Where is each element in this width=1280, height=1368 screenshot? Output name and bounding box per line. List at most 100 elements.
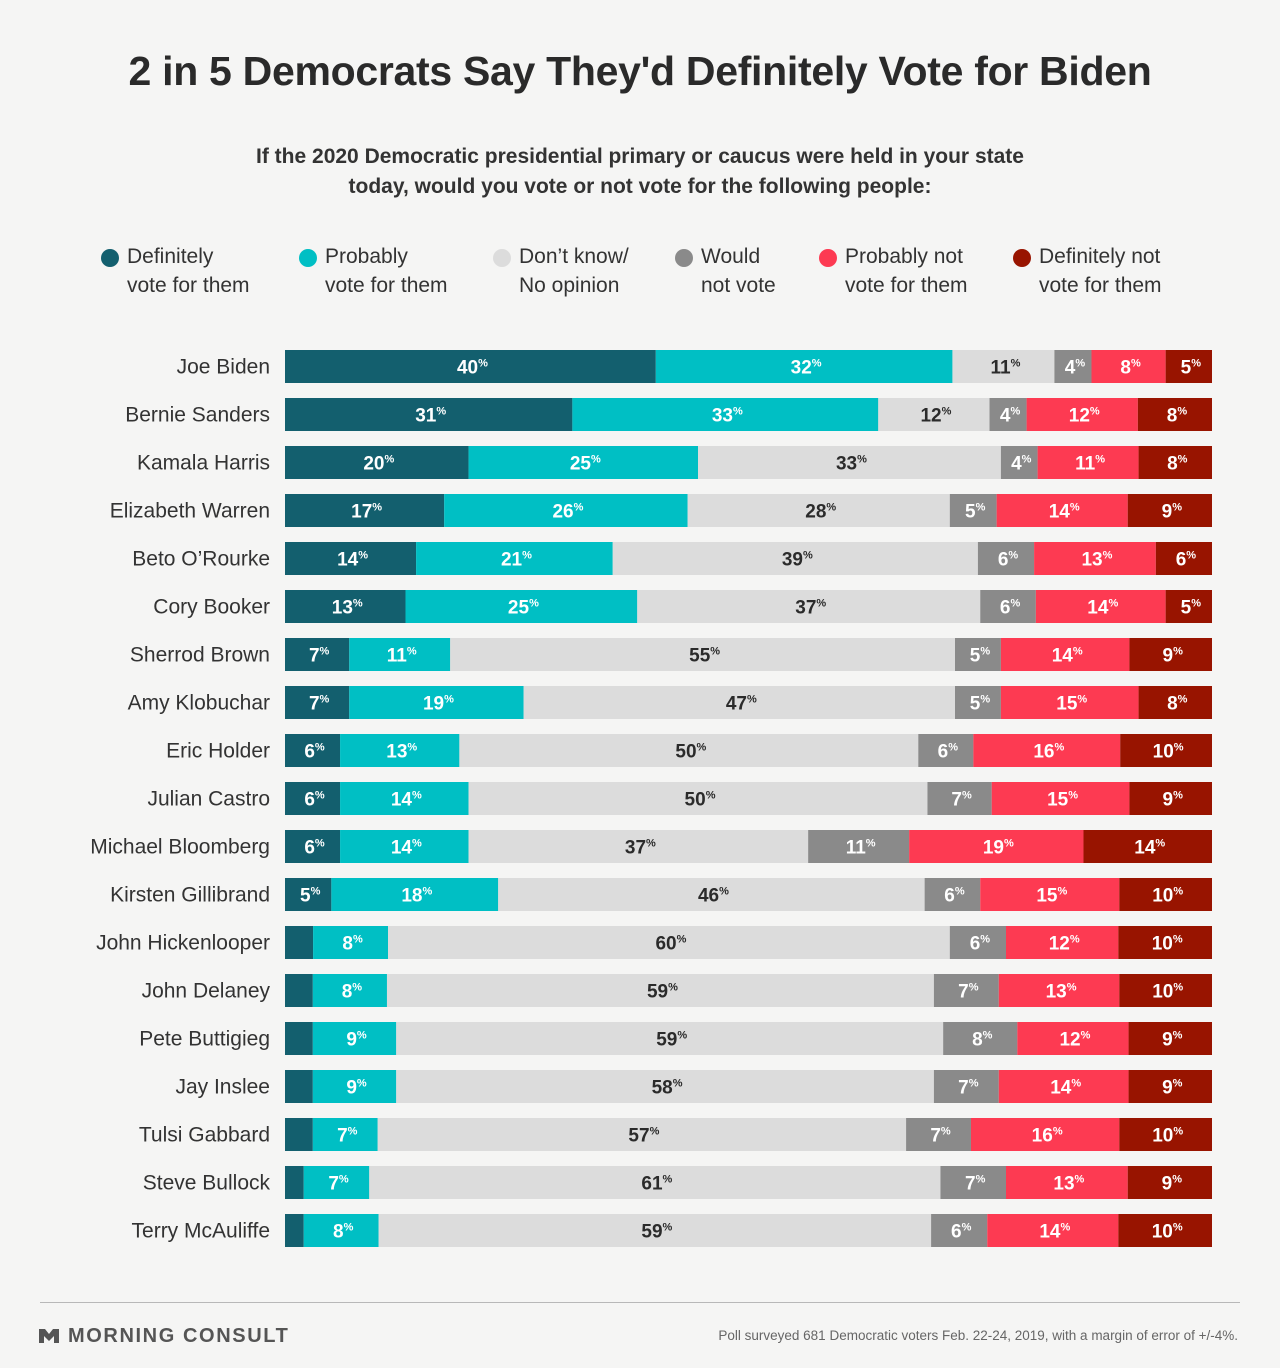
bar-segment (1119, 974, 1212, 1007)
bar-segment (450, 638, 956, 671)
legend-label: Would not vote (701, 245, 776, 297)
bar-segment (498, 878, 925, 911)
source-note: Poll surveyed 681 Democratic voters Feb.… (718, 1328, 1238, 1343)
bar-segment (973, 734, 1121, 767)
bar-segment (980, 878, 1120, 911)
bar-segment (378, 1214, 932, 1247)
bar-segment (377, 1118, 907, 1151)
bar-segment (1026, 398, 1138, 431)
bar-segment (1017, 1022, 1129, 1055)
bar-segment (340, 734, 460, 767)
bar-segment (687, 494, 950, 527)
bar-segment (1137, 398, 1212, 431)
bar-segment (285, 398, 573, 431)
bar-segment (933, 1070, 999, 1103)
bar-segment (369, 1166, 941, 1199)
chart-title: 2 in 5 Democrats Say They'd Definitely V… (128, 48, 1152, 94)
bar-segment (285, 1166, 304, 1199)
bar-segment (388, 926, 950, 959)
bar-segment (396, 1022, 944, 1055)
legend-swatch (493, 249, 511, 267)
brand: MORNING CONSULT (38, 1324, 289, 1348)
bar-segment (285, 590, 406, 623)
bar-segment (285, 1118, 313, 1151)
row-label: Bernie Sanders (125, 404, 270, 427)
row-label: Joe Biden (177, 356, 270, 379)
bar-segment (1118, 1214, 1212, 1247)
bar-segment (349, 638, 451, 671)
bar-segment (1129, 782, 1212, 815)
bar-segment (468, 446, 699, 479)
bar-segment (396, 1070, 934, 1103)
bar-segment (918, 734, 974, 767)
bar-segment (998, 974, 1120, 1007)
bar-segment (285, 1214, 304, 1247)
row-label: Elizabeth Warren (110, 500, 270, 523)
bar-segment (1127, 494, 1212, 527)
bar-segment (1155, 542, 1212, 575)
bar-segment (1129, 638, 1212, 671)
bar-segment (977, 542, 1035, 575)
bar-segment (1006, 926, 1119, 959)
bar-segment (943, 1022, 1018, 1055)
bar-segment (312, 1022, 397, 1055)
bar-segment (468, 830, 809, 863)
row-label: Cory Booker (153, 596, 270, 619)
legend-swatch (675, 249, 693, 267)
bar-segment (927, 782, 992, 815)
row-label: Kirsten Gillibrand (110, 884, 270, 907)
legend-swatch (1013, 249, 1031, 267)
bar-segment (906, 1118, 971, 1151)
row-label: Michael Bloomberg (90, 836, 270, 859)
bar-segment (349, 686, 524, 719)
bar-segment (285, 830, 341, 863)
bar-segment (931, 1214, 988, 1247)
row-label: Kamala Harris (137, 452, 270, 475)
brand-name: MORNING CONSULT (68, 1324, 290, 1347)
row-label: John Hickenlooper (96, 932, 270, 955)
row-label: Amy Klobuchar (128, 692, 270, 715)
legend-label: Probably not vote for them (845, 245, 968, 297)
row-label: Sherrod Brown (130, 644, 270, 667)
bar-segment (285, 782, 341, 815)
row-label: John Delaney (142, 980, 271, 1003)
legend-label: Definitely vote for them (127, 245, 250, 297)
row-label: Eric Holder (166, 740, 270, 763)
bar-segment (1083, 830, 1212, 863)
bar-segment (1128, 1070, 1212, 1103)
legend-label: Definitely not vote for them (1039, 245, 1162, 297)
bar-segment (637, 590, 981, 623)
bar-segment (444, 494, 688, 527)
bar-segment (940, 1166, 1006, 1199)
legend-label: Don’t know/ No opinion (519, 245, 629, 297)
bar-segment (1054, 350, 1092, 383)
bar-segment (1138, 686, 1212, 719)
footer-divider (40, 1302, 1240, 1303)
bar-segment (285, 494, 445, 527)
bar-segment (313, 926, 388, 959)
bar-segment (1006, 1166, 1128, 1199)
bar-segment (285, 686, 350, 719)
bar-segment (955, 638, 1001, 671)
bar-segment (808, 830, 910, 863)
bar-segment (340, 782, 469, 815)
bar-segment (1000, 686, 1139, 719)
bar-segment (1127, 1166, 1212, 1199)
bar-segment (655, 350, 953, 383)
bar-segment (416, 542, 613, 575)
bar-segment (991, 782, 1130, 815)
bar-segment (285, 878, 332, 911)
morning-consult-logo-icon (39, 1329, 59, 1343)
bar-segment (1118, 926, 1212, 959)
bar-segment (572, 398, 879, 431)
bar-segment (955, 686, 1001, 719)
bar-segment (878, 398, 990, 431)
legend-label: Probably vote for them (325, 245, 448, 297)
bar-segment (331, 878, 499, 911)
bar-segment (340, 830, 469, 863)
bar-segment (1138, 446, 1212, 479)
row-label: Pete Buttigieg (139, 1028, 270, 1051)
bar-segment (949, 926, 1006, 959)
bar-segment (996, 494, 1128, 527)
bar-segment (1120, 734, 1212, 767)
